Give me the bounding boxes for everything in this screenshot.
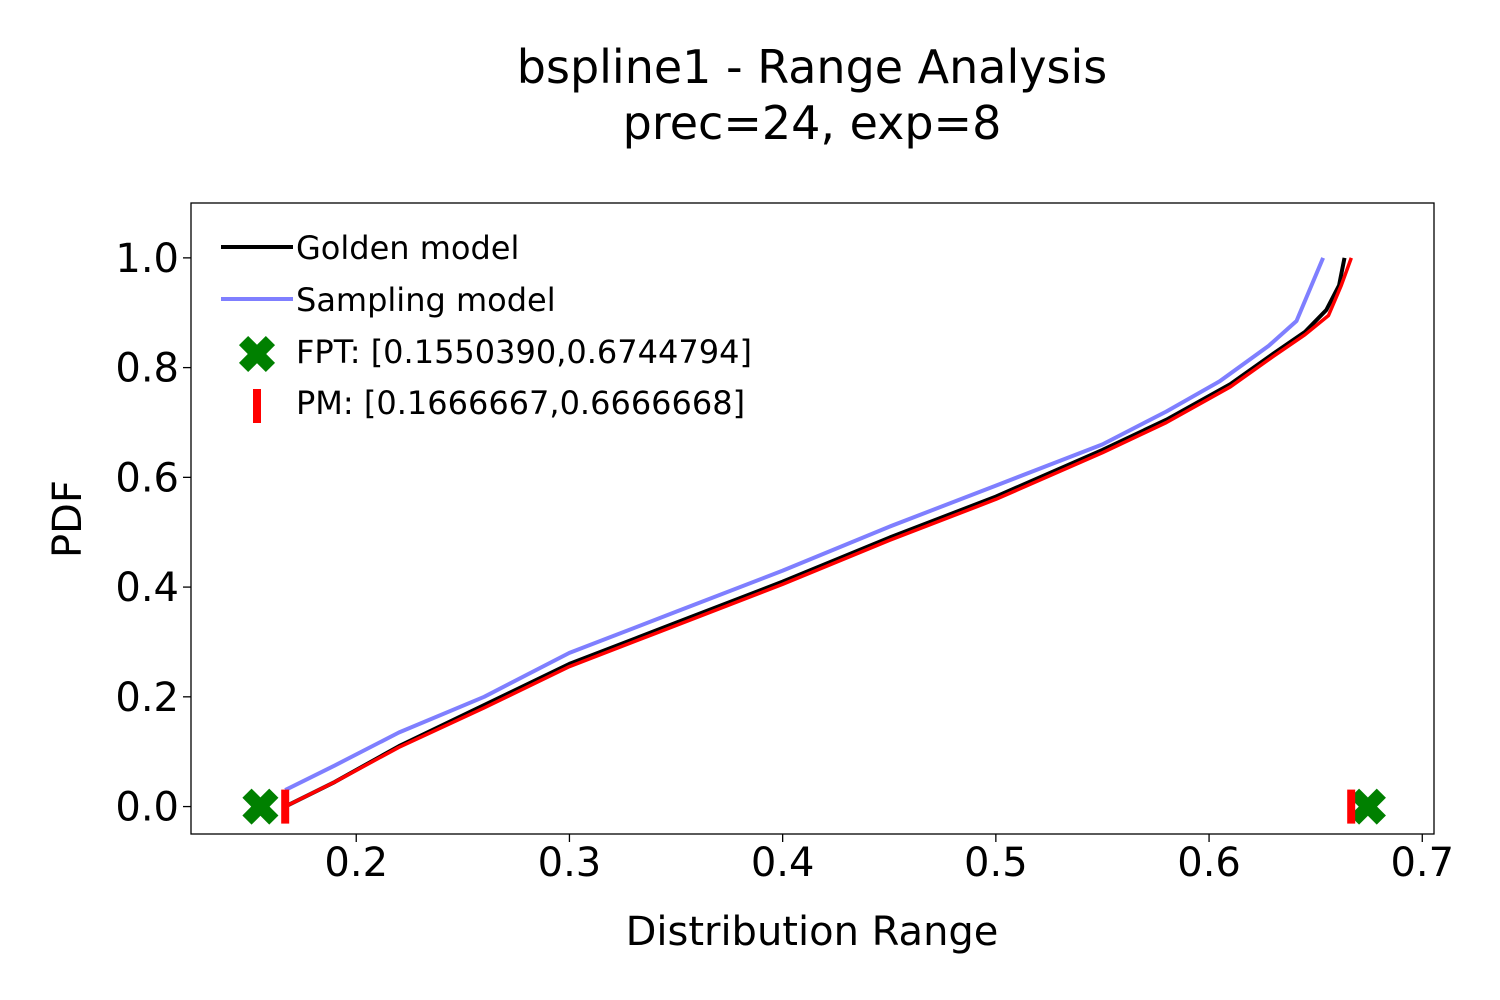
legend-label-fpt: FPT: [0.1550390,0.6744794] <box>296 333 752 371</box>
plot-frame <box>190 202 1435 835</box>
series-line-0 <box>284 257 1347 809</box>
x-tick-label: 0.3 <box>538 840 602 886</box>
marker-layer <box>242 788 1386 825</box>
y-tick-label: 0.8 <box>115 346 179 392</box>
pm-marker-1 <box>1347 789 1356 824</box>
y-tick-label: 1.0 <box>115 236 179 282</box>
series-line-2 <box>284 257 1353 809</box>
fpt-marker-0 <box>242 788 279 825</box>
fpt-marker-1 <box>1349 788 1386 825</box>
y-tick-label: 0.4 <box>115 565 179 611</box>
chart-subtitle: prec=24, exp=8 <box>623 96 1002 150</box>
legend-label-pm: PM: [0.1666667,0.6666668] <box>296 384 745 422</box>
x-tick-label: 0.2 <box>324 840 388 886</box>
y-axis: 0.0 0.2 0.4 0.6 0.8 1.0 <box>115 236 191 831</box>
chart-title: bspline1 - Range Analysis <box>517 40 1107 94</box>
y-tick-label: 0.0 <box>115 785 179 831</box>
legend-label-sampling: Sampling model <box>296 281 556 319</box>
x-tick-label: 0.4 <box>751 840 815 886</box>
series-line-1 <box>284 257 1325 792</box>
x-tick-label: 0.5 <box>964 840 1028 886</box>
plot-area <box>284 257 1353 809</box>
x-axis: 0.2 0.3 0.4 0.5 0.6 0.7 <box>324 834 1454 886</box>
pm-marker-0 <box>281 789 290 824</box>
y-tick-label: 0.6 <box>115 455 179 501</box>
legend: Golden model Sampling model FPT: [0.1550… <box>221 229 752 423</box>
y-axis-label: PDF <box>45 480 91 558</box>
x-tick-label: 0.7 <box>1390 840 1454 886</box>
legend-swatch-fpt <box>238 335 276 373</box>
x-axis-label: Distribution Range <box>626 909 999 955</box>
legend-swatch-pm <box>253 389 261 423</box>
legend-label-golden: Golden model <box>296 229 519 267</box>
y-tick-label: 0.2 <box>115 675 179 721</box>
x-tick-label: 0.6 <box>1177 840 1241 886</box>
